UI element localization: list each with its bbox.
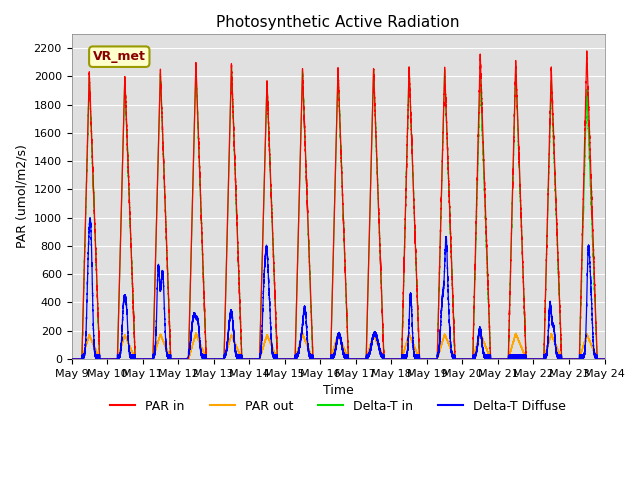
Title: Photosynthetic Active Radiation: Photosynthetic Active Radiation: [216, 15, 460, 30]
Y-axis label: PAR (umol/m2/s): PAR (umol/m2/s): [15, 144, 28, 248]
Text: VR_met: VR_met: [93, 50, 146, 63]
Legend: PAR in, PAR out, Delta-T in, Delta-T Diffuse: PAR in, PAR out, Delta-T in, Delta-T Dif…: [105, 395, 571, 418]
X-axis label: Time: Time: [323, 384, 353, 397]
